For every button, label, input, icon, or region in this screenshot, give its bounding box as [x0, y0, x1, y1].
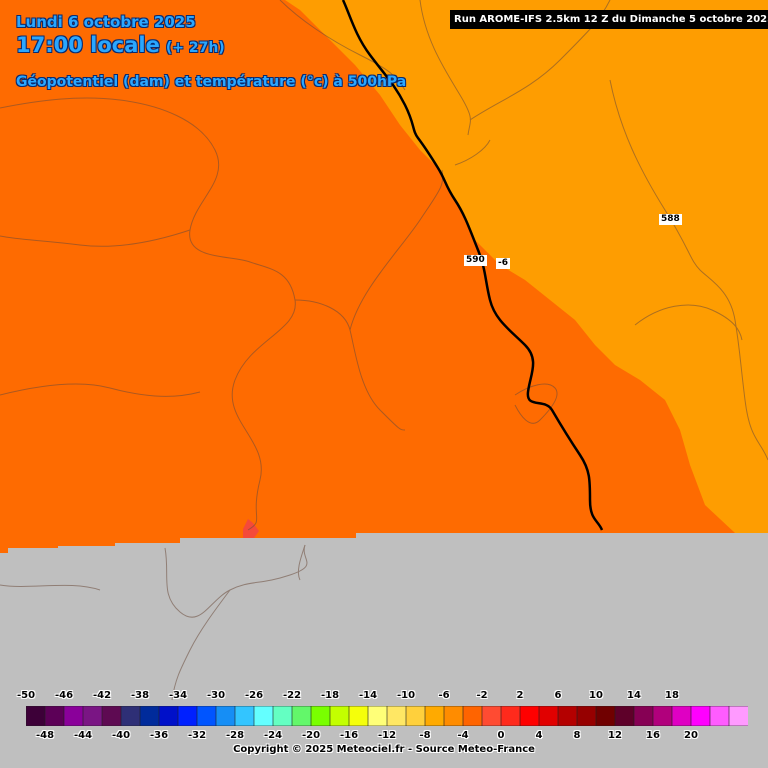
scale-swatch: [671, 706, 692, 726]
scale-tick-top: -6: [438, 690, 450, 701]
forecast-date: Lundi 6 octobre 2025: [16, 13, 196, 31]
scale-tick-top: -34: [168, 690, 188, 701]
scale-swatch: [481, 706, 502, 726]
scale-tick-bottom: 4: [535, 730, 543, 741]
scale-swatch: [82, 706, 103, 726]
scale-swatch: [405, 706, 426, 726]
scale-tick-top: 10: [589, 690, 603, 701]
scale-tick-bottom: -48: [35, 730, 55, 741]
scale-swatch: [557, 706, 578, 726]
scale-tick-top: 18: [665, 690, 679, 701]
scale-swatch: [348, 706, 369, 726]
scale-tick-top: -46: [54, 690, 74, 701]
scale-swatch: [519, 706, 540, 726]
scale-tick-bottom: -36: [149, 730, 169, 741]
forecast-time: 17:00 locale (+ 27h): [16, 33, 225, 57]
scale-swatch: [690, 706, 711, 726]
scale-swatch: [614, 706, 635, 726]
scale-tick-bottom: -8: [419, 730, 431, 741]
scale-tick-top: -50: [16, 690, 36, 701]
scale-tick-bottom: 0: [497, 730, 505, 741]
color-scale-bar: [26, 706, 748, 726]
forecast-time-value: 17:00 locale: [16, 33, 160, 57]
scale-swatch: [462, 706, 483, 726]
scale-tick-bottom: -24: [263, 730, 283, 741]
scale-tick-top: -10: [396, 690, 416, 701]
scale-tick-bottom: 8: [573, 730, 581, 741]
field-description: Géopotentiel (dam) et température (°c) à…: [16, 74, 407, 90]
isohypse-590-line: [341, 0, 604, 531]
scale-tick-bottom: -28: [225, 730, 245, 741]
model-run-info: Run AROME-IFS 2.5km 12 Z du Dimanche 5 o…: [450, 10, 768, 29]
scale-tick-bottom: -4: [457, 730, 469, 741]
scale-tick-top: -38: [130, 690, 150, 701]
scale-swatch: [253, 706, 274, 726]
scale-swatch: [101, 706, 122, 726]
scale-swatch: [424, 706, 445, 726]
scale-swatch: [500, 706, 521, 726]
isohypse-label-590: 590: [464, 255, 487, 266]
scale-tick-bottom: -20: [301, 730, 321, 741]
scale-tick-bottom: -16: [339, 730, 359, 741]
scale-swatch: [158, 706, 179, 726]
scale-swatch: [595, 706, 616, 726]
scale-tick-bottom: -44: [73, 730, 93, 741]
scale-swatch: [177, 706, 198, 726]
scale-swatch: [329, 706, 350, 726]
scale-swatch: [291, 706, 312, 726]
scale-tick-top: -2: [476, 690, 488, 701]
scale-swatch: [576, 706, 597, 726]
scale-swatch: [652, 706, 673, 726]
scale-swatch: [63, 706, 84, 726]
isohypse-label-588: 588: [659, 214, 682, 225]
isotherm-label-minus-6: -6: [496, 258, 510, 269]
scale-tick-bottom: -40: [111, 730, 131, 741]
scale-tick-bottom: -32: [187, 730, 207, 741]
scale-swatch: [728, 706, 748, 726]
scale-swatch: [139, 706, 160, 726]
scale-swatch: [367, 706, 388, 726]
scale-swatch: [443, 706, 464, 726]
scale-swatch: [709, 706, 730, 726]
scale-tick-top: -22: [282, 690, 302, 701]
scale-tick-top: -26: [244, 690, 264, 701]
scale-swatch: [310, 706, 331, 726]
scale-tick-bottom: -12: [377, 730, 397, 741]
scale-swatch: [215, 706, 236, 726]
scale-tick-top: -30: [206, 690, 226, 701]
scale-swatch: [386, 706, 407, 726]
scale-swatch: [44, 706, 65, 726]
scale-tick-top: 2: [516, 690, 524, 701]
scale-tick-top: 14: [627, 690, 641, 701]
temp-zone-minus-4: [285, 0, 768, 533]
scale-tick-top: -42: [92, 690, 112, 701]
scale-swatch: [633, 706, 654, 726]
scale-tick-bottom: 16: [646, 730, 660, 741]
scale-tick-top: -14: [358, 690, 378, 701]
scale-swatch: [234, 706, 255, 726]
lead-time: (+ 27h): [165, 40, 225, 56]
scale-tick-top: 6: [554, 690, 562, 701]
copyright-notice: Copyright © 2025 Meteociel.fr - Source M…: [233, 744, 535, 755]
scale-swatch: [538, 706, 559, 726]
scale-tick-top: -18: [320, 690, 340, 701]
scale-swatch: [272, 706, 293, 726]
scale-swatch: [120, 706, 141, 726]
scale-tick-bottom: 20: [684, 730, 698, 741]
scale-tick-bottom: 12: [608, 730, 622, 741]
scale-swatch: [196, 706, 217, 726]
scale-swatch: [26, 706, 46, 726]
